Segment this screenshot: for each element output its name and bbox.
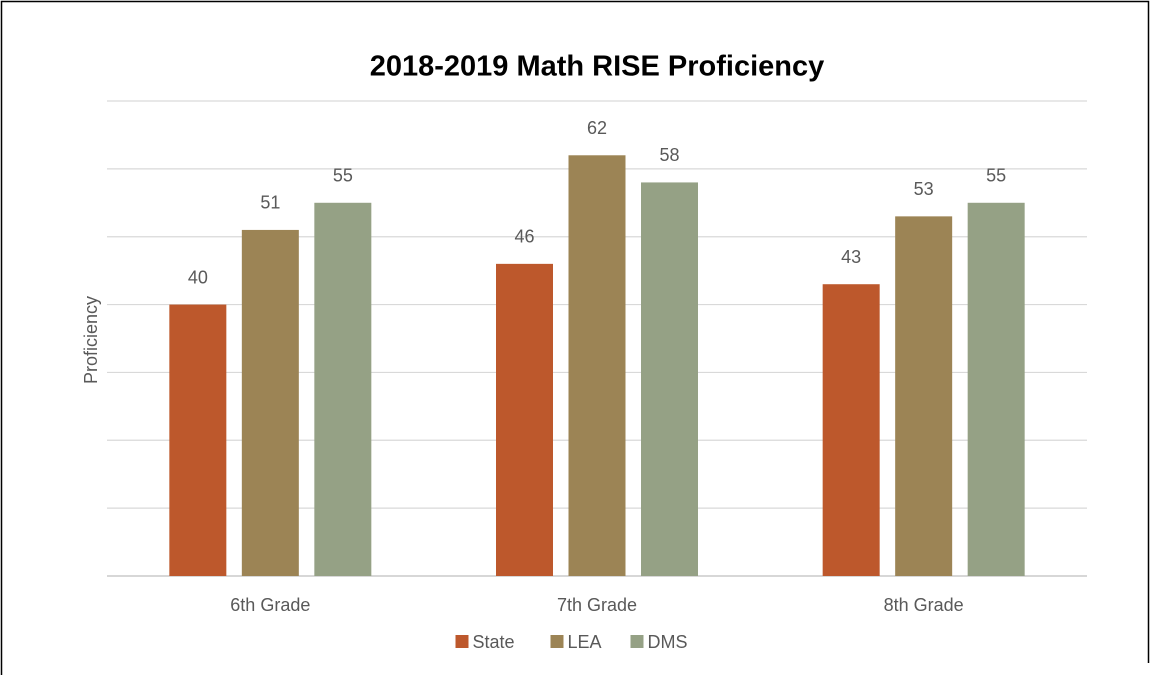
x-tick-label: 7th Grade [557, 595, 637, 615]
bar [822, 284, 880, 576]
x-tick-label: 6th Grade [230, 595, 310, 615]
bar [169, 304, 227, 576]
bar [895, 216, 953, 576]
legend-swatch [550, 635, 564, 648]
legend-label: DMS [648, 632, 688, 652]
data-label: 62 [587, 118, 607, 138]
data-label: 53 [914, 179, 934, 199]
bar [568, 155, 626, 577]
legend-label: State [473, 632, 515, 652]
data-label: 58 [659, 145, 679, 165]
data-label: 55 [986, 166, 1006, 186]
legend-swatch [630, 635, 644, 648]
y-axis-label: Proficiency [81, 296, 101, 384]
data-label: 43 [841, 247, 861, 267]
chart-title: 2018-2019 Math RISE Proficiency [370, 51, 825, 83]
data-label: 40 [188, 267, 208, 287]
bar [241, 229, 299, 576]
legend-label: LEA [568, 632, 602, 652]
legend-swatch [455, 635, 469, 648]
x-tick-label: 8th Grade [884, 595, 964, 615]
bar [641, 182, 698, 576]
bar [314, 202, 372, 577]
data-label: 51 [260, 193, 280, 213]
data-label: 55 [333, 166, 353, 186]
bar [496, 263, 553, 576]
data-label: 46 [514, 227, 534, 247]
bar [967, 202, 1025, 577]
